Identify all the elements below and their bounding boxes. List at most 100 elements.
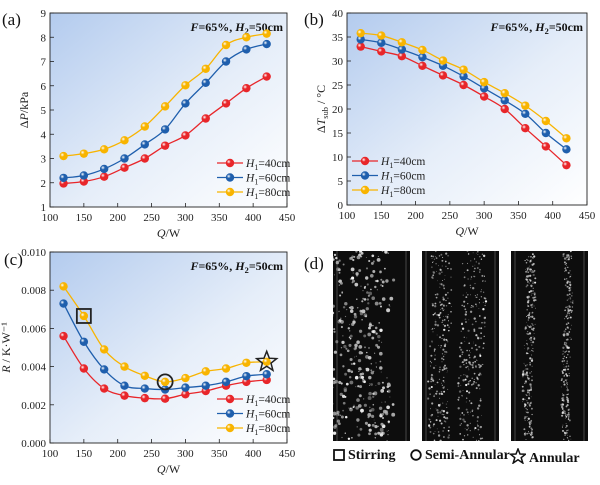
x-tick-label: 250 xyxy=(442,210,459,222)
data-point xyxy=(242,33,250,41)
data-point xyxy=(398,45,406,53)
data-point xyxy=(459,81,467,89)
y-axis-label: ΔP/kPa xyxy=(17,91,31,128)
data-point xyxy=(100,172,108,180)
y-tick-label: 0.008 xyxy=(21,285,46,297)
data-point xyxy=(202,382,210,390)
data-point xyxy=(202,65,210,73)
data-point xyxy=(120,164,128,172)
y-tick-label: 40 xyxy=(332,8,344,20)
y-tick-label: 8 xyxy=(41,32,47,44)
data-point xyxy=(521,101,529,109)
y-tick-label: 30 xyxy=(332,56,344,68)
data-point xyxy=(141,154,149,162)
y-tick-label: 7 xyxy=(41,57,47,69)
legend-marker xyxy=(361,171,369,179)
circle-icon xyxy=(410,449,422,466)
legend-label: H1=80cm xyxy=(380,185,425,199)
y-tick-label: 0.006 xyxy=(21,323,46,335)
legend-stirring: Stirring xyxy=(333,448,395,466)
x-axis-label: Q/W xyxy=(157,226,181,240)
data-point xyxy=(521,124,529,132)
data-point xyxy=(480,92,488,100)
data-point xyxy=(80,312,88,320)
legend-label: H1=40cm xyxy=(245,158,290,172)
x-tick-label: 400 xyxy=(544,210,561,222)
data-point xyxy=(141,384,149,392)
data-point xyxy=(59,332,67,340)
data-point xyxy=(501,105,509,113)
data-point xyxy=(141,372,149,380)
legend-marker xyxy=(361,186,369,194)
x-tick-label: 200 xyxy=(109,212,126,224)
data-point xyxy=(120,154,128,162)
data-point xyxy=(161,125,169,133)
photo-semi-annular xyxy=(422,251,499,441)
star-icon xyxy=(510,448,526,469)
data-point xyxy=(542,142,550,150)
photo-stirring xyxy=(333,251,410,441)
data-point xyxy=(100,165,108,173)
data-point xyxy=(262,370,270,378)
y-tick-label: 15 xyxy=(332,128,344,140)
legend-label: H1=60cm xyxy=(380,171,425,185)
data-point xyxy=(242,372,250,380)
panel-label-c: (c) xyxy=(4,250,23,270)
data-point xyxy=(357,42,365,50)
data-point xyxy=(59,152,67,160)
legend-marker xyxy=(361,157,369,165)
data-point xyxy=(439,71,447,79)
y-tick-label: 0.004 xyxy=(21,362,46,374)
y-tick-label: 5 xyxy=(338,176,344,188)
x-tick-label: 450 xyxy=(579,210,596,222)
photo-annular xyxy=(511,251,588,441)
data-point xyxy=(141,122,149,130)
data-point xyxy=(377,31,385,39)
data-point xyxy=(418,46,426,54)
y-tick-label: 25 xyxy=(332,80,344,92)
data-point xyxy=(542,117,550,125)
condition-annotation: F=65%, H2=50cm xyxy=(189,259,283,275)
y-tick-label: 9 xyxy=(41,8,47,20)
data-point xyxy=(202,114,210,122)
x-axis-label: Q/W xyxy=(455,224,479,238)
data-point xyxy=(100,345,108,353)
data-point xyxy=(120,136,128,144)
x-tick-label: 250 xyxy=(143,448,160,460)
legend-label: H1=80cm xyxy=(245,187,290,201)
y-tick-label: 4 xyxy=(41,129,47,141)
data-point xyxy=(398,38,406,46)
data-point xyxy=(100,145,108,153)
x-tick-label: 200 xyxy=(407,210,424,222)
data-point xyxy=(542,129,550,137)
data-point xyxy=(562,161,570,169)
x-tick-label: 200 xyxy=(109,448,126,460)
data-point xyxy=(562,145,570,153)
legend-label: H1=40cm xyxy=(380,156,425,170)
x-tick-label: 400 xyxy=(245,212,262,224)
data-point xyxy=(222,57,230,65)
legend-marker xyxy=(226,173,234,181)
data-point xyxy=(59,282,67,290)
y-tick-label: 0.002 xyxy=(21,400,46,412)
legend-marker xyxy=(226,424,234,432)
data-point xyxy=(242,45,250,53)
data-point xyxy=(262,29,270,37)
data-point xyxy=(120,391,128,399)
data-point xyxy=(222,364,230,372)
panel-label-d: (d) xyxy=(304,254,324,274)
y-tick-label: 2 xyxy=(41,178,47,190)
condition-annotation: F=65%, H2=50cm xyxy=(489,20,583,36)
data-point xyxy=(418,62,426,70)
data-point xyxy=(59,174,67,182)
data-point xyxy=(222,378,230,386)
data-point xyxy=(242,84,250,92)
x-tick-label: 300 xyxy=(476,210,493,222)
data-point xyxy=(80,149,88,157)
y-tick-label: 10 xyxy=(332,152,344,164)
y-tick-label: 0.010 xyxy=(21,247,46,259)
data-point xyxy=(439,56,447,64)
y-tick-label: 6 xyxy=(41,81,47,93)
